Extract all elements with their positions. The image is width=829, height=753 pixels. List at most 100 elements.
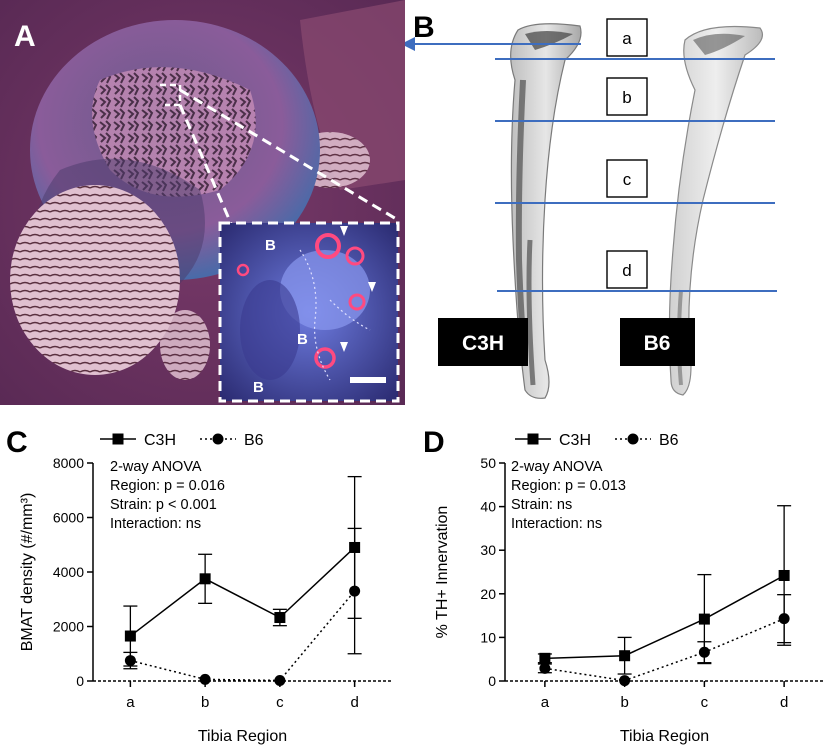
y-tick-label: 40: [480, 499, 496, 515]
strain-label-box-b6: [620, 318, 695, 366]
tibia-b6: [668, 25, 764, 396]
legend-label: C3H: [144, 432, 176, 449]
inset-magnified: B B B: [218, 221, 400, 403]
legend-marker-square: [112, 433, 124, 445]
legend-marker-square: [527, 433, 539, 445]
x-tick-label: a: [126, 694, 135, 711]
region-box-a: [606, 18, 648, 57]
panel-c-chart: C 0 2000 4000 6000 8000 a b c d Tibia Region BMAT …: [0, 415, 415, 748]
strain-label-box-c3h: [438, 318, 528, 366]
data-point-square: [698, 613, 710, 625]
stats-annotation: 2-way ANOVA: [511, 459, 603, 475]
data-point-square: [778, 569, 790, 581]
y-tick-label: 4000: [53, 564, 84, 580]
y-axis-label: BMAT density (#/mm³): [19, 493, 36, 652]
adipocyte-marker: [345, 246, 365, 266]
panel-b-microct: a b c d C3H B6 B: [401, 0, 829, 415]
y-tick-label: 0: [76, 673, 84, 689]
inset-label-b: B: [253, 379, 264, 396]
data-point-circle: [778, 613, 790, 625]
data-point-square: [539, 652, 551, 664]
panel-a-micrograph: B B B A: [0, 0, 405, 405]
x-tick-label: a: [541, 694, 550, 711]
x-tick-label: d: [780, 694, 788, 711]
panel-d-chart: D 0 10 20 30 40 50 a b c d Tibia Region % TH+ Inner…: [415, 415, 829, 748]
scale-bar: [350, 377, 386, 383]
x-tick-label: c: [701, 694, 709, 711]
micrograph-image: B B B A: [0, 0, 405, 405]
y-axis-label: % TH+ Innervation: [434, 506, 451, 639]
stats-annotation: Interaction: ns: [110, 516, 201, 532]
stats-annotation: Region: p = 0.013: [511, 478, 626, 494]
region-box-c: [606, 159, 648, 198]
x-tick-label: d: [350, 694, 358, 711]
inset-label-b: B: [297, 331, 308, 348]
inset-label-b: B: [265, 237, 276, 254]
y-tick-label: 30: [480, 542, 496, 558]
series-line-c3h: [544, 574, 785, 660]
data-point-circle: [124, 655, 136, 667]
strain-label-b6: B6: [644, 332, 671, 355]
stats-annotation: Interaction: ns: [511, 516, 602, 532]
x-axis-label: Tibia Region: [198, 728, 287, 745]
adipocyte-marker: [315, 233, 341, 259]
th-innervation-chart: D 0 10 20 30 40 50 a b c d Tibia Region % TH+ Inner…: [423, 426, 824, 745]
region-box-b: [606, 77, 648, 116]
stats-annotation: Strain: ns: [511, 497, 572, 513]
zoom-box: [160, 83, 182, 107]
legend-marker-circle: [627, 433, 639, 445]
panel-label-a: A: [14, 20, 36, 53]
arrowhead-icon: [340, 226, 348, 236]
zoom-line-left: [178, 104, 234, 227]
zoom-line-right: [179, 88, 399, 222]
region-label-d: d: [622, 261, 631, 280]
bmat-density-chart: C 0 2000 4000 6000 8000 a b c d Tibia Region BMAT …: [6, 426, 392, 745]
x-axis-label: Tibia Region: [620, 728, 709, 745]
data-point-circle: [619, 675, 631, 687]
x-tick-label: c: [276, 694, 284, 711]
data-point-circle: [539, 662, 551, 674]
legend-label: B6: [659, 432, 679, 449]
region-label-a: a: [622, 29, 632, 48]
data-point-circle: [698, 646, 710, 658]
legend-label: C3H: [559, 432, 591, 449]
data-point-circle: [199, 673, 211, 685]
data-point-square: [199, 573, 211, 585]
panel-label-c: C: [6, 426, 28, 459]
data-point-square: [619, 650, 631, 662]
arrow-head-icon: [401, 37, 415, 51]
stats-annotation: 2-way ANOVA: [110, 459, 202, 475]
panel-label-d: D: [423, 426, 445, 459]
stats-annotation: Strain: p < 0.001: [110, 497, 217, 513]
legend-label: B6: [244, 432, 264, 449]
series-line-b6: [544, 617, 785, 682]
region-label-b: b: [622, 88, 631, 107]
y-tick-label: 10: [480, 629, 496, 645]
series-line-b6: [130, 590, 356, 682]
data-point-circle: [349, 585, 361, 597]
y-tick-label: 6000: [53, 510, 84, 526]
arrowhead-icon: [368, 282, 376, 292]
region-label-c: c: [623, 170, 632, 189]
adipocyte-marker: [348, 293, 366, 311]
y-tick-label: 50: [480, 455, 496, 471]
x-tick-label: b: [620, 694, 628, 711]
data-point-circle: [274, 674, 286, 686]
y-tick-label: 20: [480, 586, 496, 602]
panel-label-b: B: [413, 11, 435, 44]
data-point-square: [124, 630, 136, 642]
region-box-d: [606, 250, 648, 289]
adipocyte-marker: [314, 347, 336, 369]
strain-label-c3h: C3H: [462, 332, 504, 355]
y-tick-label: 8000: [53, 455, 84, 471]
muscle-tissue: [10, 185, 180, 375]
stats-annotation: Region: p = 0.016: [110, 478, 225, 494]
x-tick-label: b: [201, 694, 209, 711]
microct-image: a b c d C3H B6 B: [401, 11, 777, 399]
legend-marker-circle: [212, 433, 224, 445]
y-tick-label: 2000: [53, 619, 84, 635]
y-tick-label: 0: [488, 673, 496, 689]
series-line-c3h: [129, 546, 356, 637]
arrowhead-icon: [340, 342, 348, 352]
data-point-square: [274, 612, 286, 624]
